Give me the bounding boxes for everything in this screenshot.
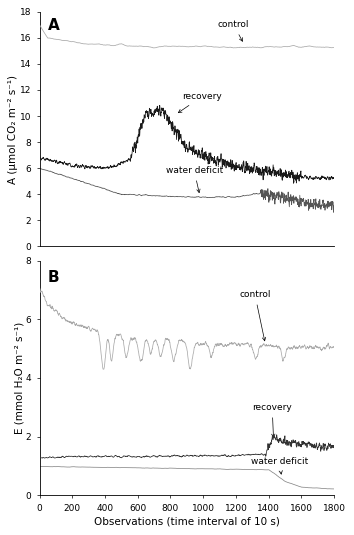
Text: recovery: recovery (252, 403, 292, 438)
Text: water deficit: water deficit (166, 166, 223, 193)
Y-axis label: E (mmol H₂O m⁻² s⁻¹): E (mmol H₂O m⁻² s⁻¹) (14, 322, 24, 434)
Text: A: A (48, 18, 59, 33)
Y-axis label: A (μmol CO₂ m⁻² s⁻¹): A (μmol CO₂ m⁻² s⁻¹) (8, 74, 18, 184)
Text: control: control (239, 291, 271, 341)
Text: water deficit: water deficit (251, 457, 308, 474)
Text: control: control (218, 20, 250, 41)
Text: recovery: recovery (178, 92, 222, 113)
X-axis label: Observations (time interval of 10 s): Observations (time interval of 10 s) (94, 517, 280, 526)
Text: B: B (48, 270, 59, 285)
